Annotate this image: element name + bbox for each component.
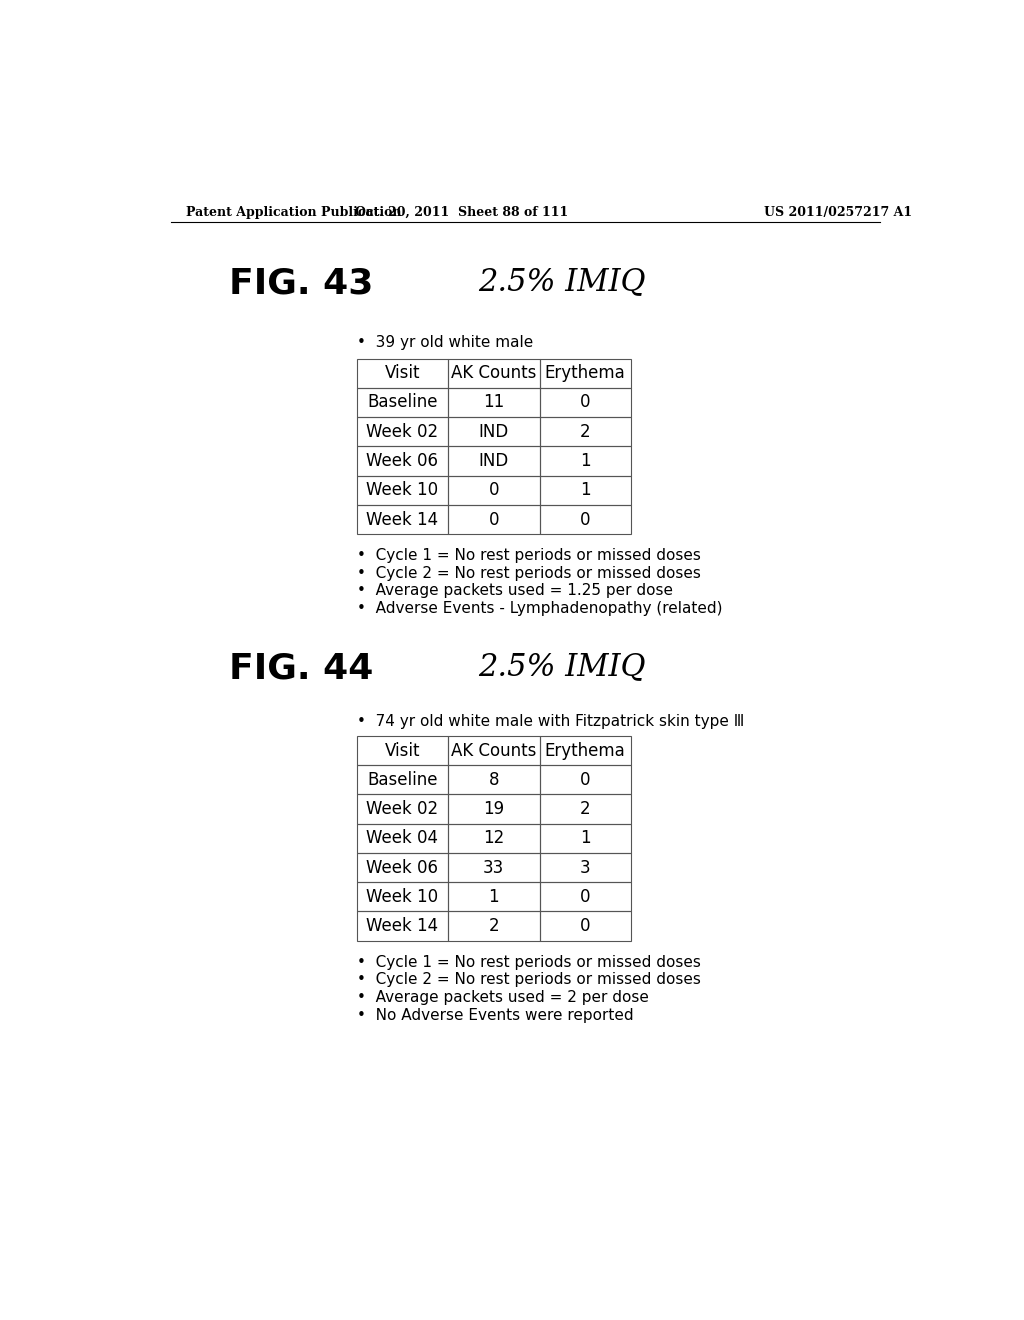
Bar xyxy=(356,824,449,853)
Bar xyxy=(449,388,540,417)
Text: •  No Adverse Events were reported: • No Adverse Events were reported xyxy=(356,1007,633,1023)
Bar xyxy=(540,795,631,824)
Bar xyxy=(540,475,631,506)
Bar xyxy=(540,359,631,388)
Text: Oct. 20, 2011  Sheet 88 of 111: Oct. 20, 2011 Sheet 88 of 111 xyxy=(354,206,568,219)
Text: 0: 0 xyxy=(580,888,591,906)
Text: Visit: Visit xyxy=(385,364,420,383)
Bar xyxy=(449,766,540,795)
Bar xyxy=(356,737,449,766)
Text: Baseline: Baseline xyxy=(367,393,437,412)
Text: 0: 0 xyxy=(580,771,591,789)
Text: 11: 11 xyxy=(483,393,505,412)
Bar xyxy=(356,882,449,911)
Text: IND: IND xyxy=(478,451,509,470)
Bar xyxy=(356,388,449,417)
Text: •  Adverse Events - Lymphadenopathy (related): • Adverse Events - Lymphadenopathy (rela… xyxy=(356,601,722,616)
Bar xyxy=(449,824,540,853)
Text: US 2011/0257217 A1: US 2011/0257217 A1 xyxy=(764,206,911,219)
Text: 0: 0 xyxy=(580,917,591,935)
Bar xyxy=(356,766,449,795)
Bar xyxy=(449,506,540,535)
Text: 3: 3 xyxy=(580,858,591,876)
Text: •  Cycle 2 = No rest periods or missed doses: • Cycle 2 = No rest periods or missed do… xyxy=(356,973,700,987)
Text: Erythema: Erythema xyxy=(545,364,626,383)
Text: •  74 yr old white male with Fitzpatrick skin type Ⅲ: • 74 yr old white male with Fitzpatrick … xyxy=(356,714,743,730)
Text: FIG. 43: FIG. 43 xyxy=(228,267,373,300)
Text: 2.5% IMIQ: 2.5% IMIQ xyxy=(478,651,646,682)
Text: 0: 0 xyxy=(488,511,499,528)
Text: 12: 12 xyxy=(483,829,505,847)
Bar xyxy=(356,446,449,475)
Bar xyxy=(449,795,540,824)
Text: 2: 2 xyxy=(488,917,499,935)
Bar xyxy=(540,911,631,941)
Text: 2.5% IMIQ: 2.5% IMIQ xyxy=(478,267,646,297)
Text: FIG. 44: FIG. 44 xyxy=(228,651,373,685)
Bar xyxy=(449,417,540,446)
Text: Visit: Visit xyxy=(385,742,420,759)
Text: Erythema: Erythema xyxy=(545,742,626,759)
Bar xyxy=(356,417,449,446)
Bar xyxy=(540,737,631,766)
Bar xyxy=(356,506,449,535)
Text: Week 04: Week 04 xyxy=(367,829,438,847)
Text: 1: 1 xyxy=(580,451,591,470)
Text: Week 14: Week 14 xyxy=(367,917,438,935)
Text: IND: IND xyxy=(478,422,509,441)
Bar xyxy=(540,766,631,795)
Text: 33: 33 xyxy=(483,858,505,876)
Text: Week 10: Week 10 xyxy=(367,482,438,499)
Bar xyxy=(356,853,449,882)
Text: •  Cycle 1 = No rest periods or missed doses: • Cycle 1 = No rest periods or missed do… xyxy=(356,954,700,970)
Text: 1: 1 xyxy=(580,829,591,847)
Bar xyxy=(449,737,540,766)
Text: 0: 0 xyxy=(580,511,591,528)
Text: Week 06: Week 06 xyxy=(367,451,438,470)
Text: Week 02: Week 02 xyxy=(367,800,438,818)
Text: 19: 19 xyxy=(483,800,505,818)
Text: 2: 2 xyxy=(580,800,591,818)
Bar xyxy=(540,853,631,882)
Text: •  Cycle 2 = No rest periods or missed doses: • Cycle 2 = No rest periods or missed do… xyxy=(356,566,700,581)
Bar xyxy=(356,475,449,506)
Bar xyxy=(540,446,631,475)
Text: Baseline: Baseline xyxy=(367,771,437,789)
Text: 2: 2 xyxy=(580,422,591,441)
Text: Week 06: Week 06 xyxy=(367,858,438,876)
Text: Week 02: Week 02 xyxy=(367,422,438,441)
Text: Week 10: Week 10 xyxy=(367,888,438,906)
Text: Week 14: Week 14 xyxy=(367,511,438,528)
Bar xyxy=(540,824,631,853)
Bar xyxy=(540,417,631,446)
Text: 0: 0 xyxy=(488,482,499,499)
Bar xyxy=(356,795,449,824)
Bar xyxy=(449,882,540,911)
Bar xyxy=(449,446,540,475)
Bar xyxy=(356,911,449,941)
Bar xyxy=(449,911,540,941)
Bar xyxy=(540,882,631,911)
Text: 8: 8 xyxy=(488,771,499,789)
Bar xyxy=(540,506,631,535)
Text: Patent Application Publication: Patent Application Publication xyxy=(186,206,401,219)
Bar xyxy=(449,359,540,388)
Text: 1: 1 xyxy=(488,888,499,906)
Bar xyxy=(449,853,540,882)
Text: 0: 0 xyxy=(580,393,591,412)
Text: •  Cycle 1 = No rest periods or missed doses: • Cycle 1 = No rest periods or missed do… xyxy=(356,548,700,564)
Text: AK Counts: AK Counts xyxy=(452,742,537,759)
Bar xyxy=(540,388,631,417)
Text: AK Counts: AK Counts xyxy=(452,364,537,383)
Bar xyxy=(449,475,540,506)
Bar xyxy=(356,359,449,388)
Text: •  Average packets used = 1.25 per dose: • Average packets used = 1.25 per dose xyxy=(356,583,673,598)
Text: •  39 yr old white male: • 39 yr old white male xyxy=(356,335,532,351)
Text: •  Average packets used = 2 per dose: • Average packets used = 2 per dose xyxy=(356,990,648,1005)
Text: 1: 1 xyxy=(580,482,591,499)
